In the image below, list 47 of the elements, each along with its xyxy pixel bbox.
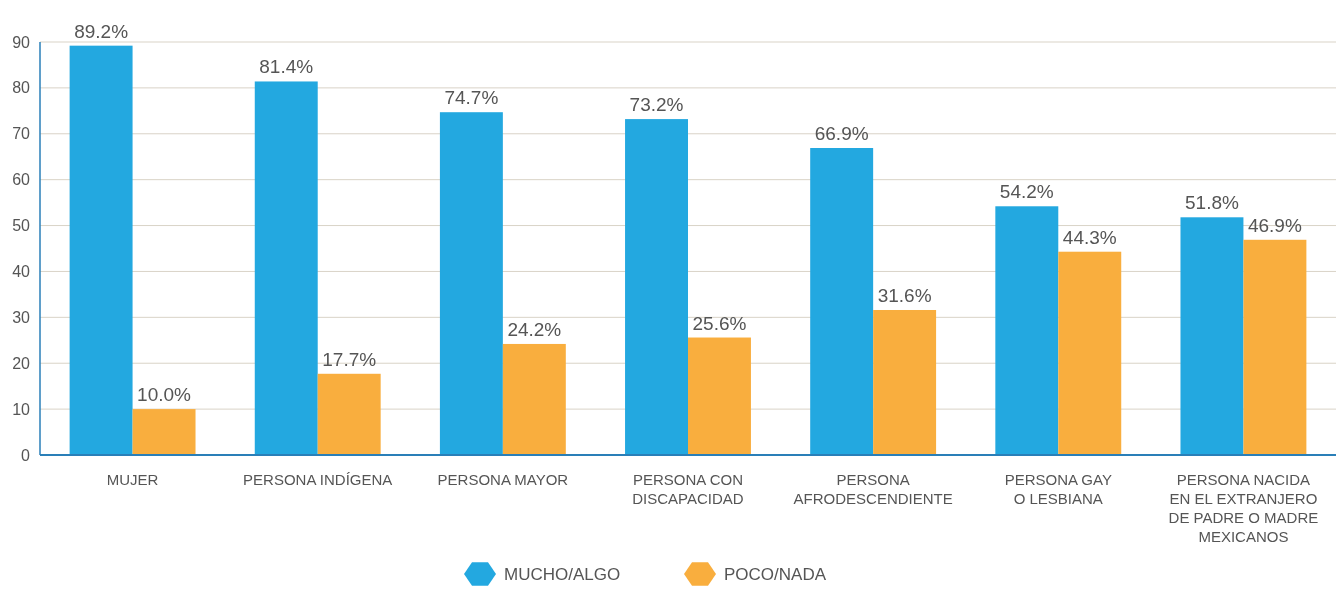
y-tick-label: 30: [12, 308, 31, 326]
bar: [625, 119, 688, 455]
legend-label: POCO/NADA: [724, 565, 827, 584]
data-label: 44.3%: [1062, 226, 1117, 248]
data-label: 74.7%: [444, 87, 499, 109]
y-tick-label: 90: [12, 33, 31, 51]
bar: [317, 373, 381, 455]
data-label: 51.8%: [1185, 192, 1239, 214]
data-label: 89.2%: [74, 20, 129, 42]
x-tick-label: PERSONA CON DISCAPACIDAD: [632, 471, 744, 507]
data-label: 24.2%: [507, 318, 562, 340]
data-label: 66.9%: [814, 123, 869, 144]
bar: [439, 112, 503, 455]
x-tick-label: PERSONA GAY O LESBIANA: [1004, 471, 1112, 507]
y-tick-label: 60: [12, 171, 31, 189]
data-label: 25.6%: [692, 312, 747, 334]
bar: [810, 148, 874, 455]
x-tick-label: PERSONA INDÍGENA: [243, 471, 393, 488]
legend-label: MUCHO/ALGO: [504, 565, 621, 584]
bar: [502, 343, 566, 455]
x-tick-label: PERSONA MAYOR: [437, 471, 569, 488]
bar: [1180, 217, 1244, 455]
y-tick-label: 10: [12, 400, 31, 418]
x-tick-label: MUJER: [106, 471, 159, 488]
bar: [254, 81, 318, 455]
bar: [688, 337, 751, 455]
x-tick-label: PERSONA AFRODESCENDIENTE: [793, 471, 953, 507]
data-label: 31.6%: [877, 284, 932, 306]
x-tick-label: PERSONA NACIDA EN EL EXTRANJERO DE PADRE O MADRE MEXICANOS: [1168, 471, 1319, 545]
data-label: 46.9%: [1247, 214, 1302, 236]
data-label: 10.0%: [137, 384, 192, 406]
data-label: 81.4%: [259, 56, 314, 78]
data-label: 54.2%: [999, 181, 1054, 203]
y-tick-label: 70: [12, 125, 31, 143]
data-label: 73.2%: [629, 94, 684, 116]
data-label: 17.7%: [322, 348, 377, 370]
y-tick-label: 0: [21, 446, 31, 464]
bar: [69, 45, 133, 455]
bar: [1243, 239, 1307, 455]
y-tick-label: 50: [12, 217, 31, 235]
y-tick-label: 80: [12, 79, 31, 97]
y-tick-label: 40: [12, 263, 31, 281]
bar: [1058, 251, 1122, 455]
bar: [132, 409, 196, 455]
bar: [995, 206, 1059, 455]
bar: [873, 309, 937, 455]
y-tick-label: 20: [12, 354, 31, 372]
